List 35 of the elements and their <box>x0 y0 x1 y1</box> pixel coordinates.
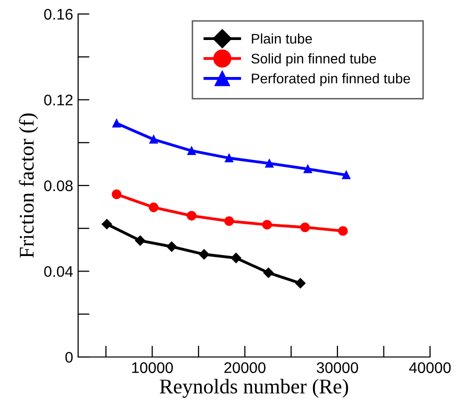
point <box>338 226 348 236</box>
legend-label: Plain tube <box>252 33 312 44</box>
y-tick-label: 0 <box>65 352 73 363</box>
x-tick-label: 20000 <box>224 362 266 374</box>
point <box>300 222 310 232</box>
x-axis-title: Reynolds number (Re) <box>160 378 348 398</box>
point <box>102 218 112 230</box>
legend-label: Perforated pin finned tube <box>252 73 410 86</box>
point <box>342 170 350 180</box>
x-tick-label: 30000 <box>316 362 358 374</box>
legend-label: Solid pin finned tube <box>251 53 376 66</box>
point <box>112 119 121 128</box>
point <box>224 216 234 226</box>
point <box>304 164 312 174</box>
point <box>295 278 306 288</box>
point <box>262 220 272 230</box>
point <box>135 235 146 246</box>
point <box>186 210 196 221</box>
y-tick-label: 0.12 <box>44 94 73 106</box>
point <box>263 268 274 278</box>
point <box>187 146 196 155</box>
point <box>224 154 234 162</box>
y-tick-label: 0.16 <box>44 8 73 20</box>
point <box>166 241 177 252</box>
y-tick-label: 0.04 <box>44 266 73 277</box>
point <box>149 135 158 144</box>
x-tick-label: 10000 <box>132 362 173 374</box>
point <box>148 202 158 212</box>
point <box>112 189 122 200</box>
y-axis-title: Friction factor (f) <box>18 114 38 258</box>
point <box>230 252 242 264</box>
y-tick-label: 0.08 <box>44 180 73 192</box>
point <box>198 249 210 260</box>
x-tick-label: 40000 <box>409 362 451 374</box>
point <box>265 159 274 168</box>
